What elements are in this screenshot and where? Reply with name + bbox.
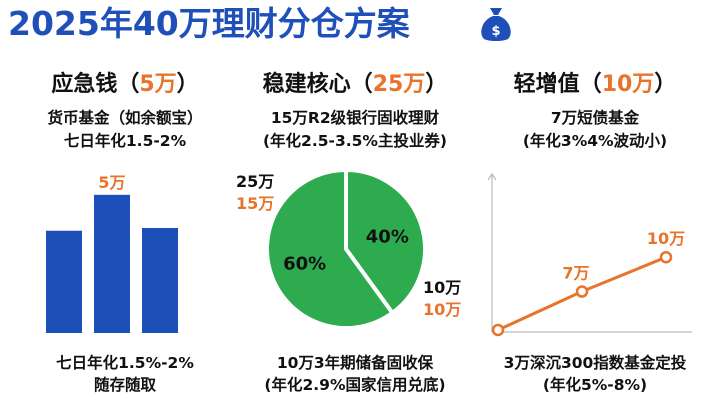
pie-slice-label: 40% [366,227,409,248]
pie-slice-label: 60% [283,253,326,274]
heading-text: 稳建核心（ [262,72,373,97]
section-core-foot1: 10万3年期储备固收保 [276,354,434,372]
page-title: 2025年40万理财分仓方案 [8,4,410,43]
section-growth-foot2: (年化5%-8%) [542,376,648,394]
pie-annotation-right-top: 10万 [423,278,462,297]
pie-chart: 40% 60% [265,167,427,330]
heading-end: ） [425,72,448,97]
heading-end: ） [176,72,199,97]
y-axis-arrow [487,172,497,181]
heading-text: 应急钱（ [51,72,140,97]
line-data-label: 10万 [647,229,685,248]
svg-text:$: $ [491,24,500,39]
section-core-heading: 稳建核心（25万） [240,70,470,100]
section-growth-sub1: 7万短债基金 [550,109,640,127]
line-point-2 [575,285,589,298]
heading-amount: 25万 [372,72,426,97]
bar-3 [142,227,178,333]
line-data-label: 7万 [562,264,589,283]
bar-data-label: 5万 [98,173,125,192]
pie-slice-1 [344,167,427,316]
bar-chart: 5万 [46,173,178,333]
heading-amount: 5万 [139,72,177,97]
pie-annotation-right-bottom: 10万 [423,300,462,319]
pie-annotation-left-bottom: 15万 [236,194,275,213]
bar-1 [46,230,82,333]
money-bag-icon: $ [481,8,511,41]
pie-annotation-left-top: 25万 [236,172,275,191]
line-point-1 [491,323,505,337]
heading-text: 轻增值（ [513,72,602,97]
section-emergency-foot2: 随存随取 [93,376,156,394]
section-core-sub2: (年化2.5-3.5%主投业券) [262,132,448,150]
section-core-foot2: (年化2.9%国家信用兑底) [264,376,446,394]
pie-slice-2 [265,167,396,330]
section-growth-heading: 轻增值（10万） [480,70,710,100]
line-chart: 7万 10万 [487,172,692,337]
section-core-sub1: 15万R2级银行固收理财 [270,109,440,127]
bar-2 [94,194,130,333]
section-emergency-sub1: 货币基金（如余额宝） [47,109,203,127]
section-emergency-sub2: 七日年化1.5-2% [63,132,187,150]
heading-end: ） [654,72,677,97]
section-growth-sub2: (年化3%4%波动小) [522,132,668,150]
section-growth-foot1: 3万深沉300指数基金定投 [503,354,687,372]
section-emergency-foot1: 七日年化1.5%-2% [56,354,194,372]
section-emergency-heading: 应急钱（5万） [10,70,240,100]
heading-amount: 10万 [601,72,655,97]
line-point-3 [659,250,673,264]
